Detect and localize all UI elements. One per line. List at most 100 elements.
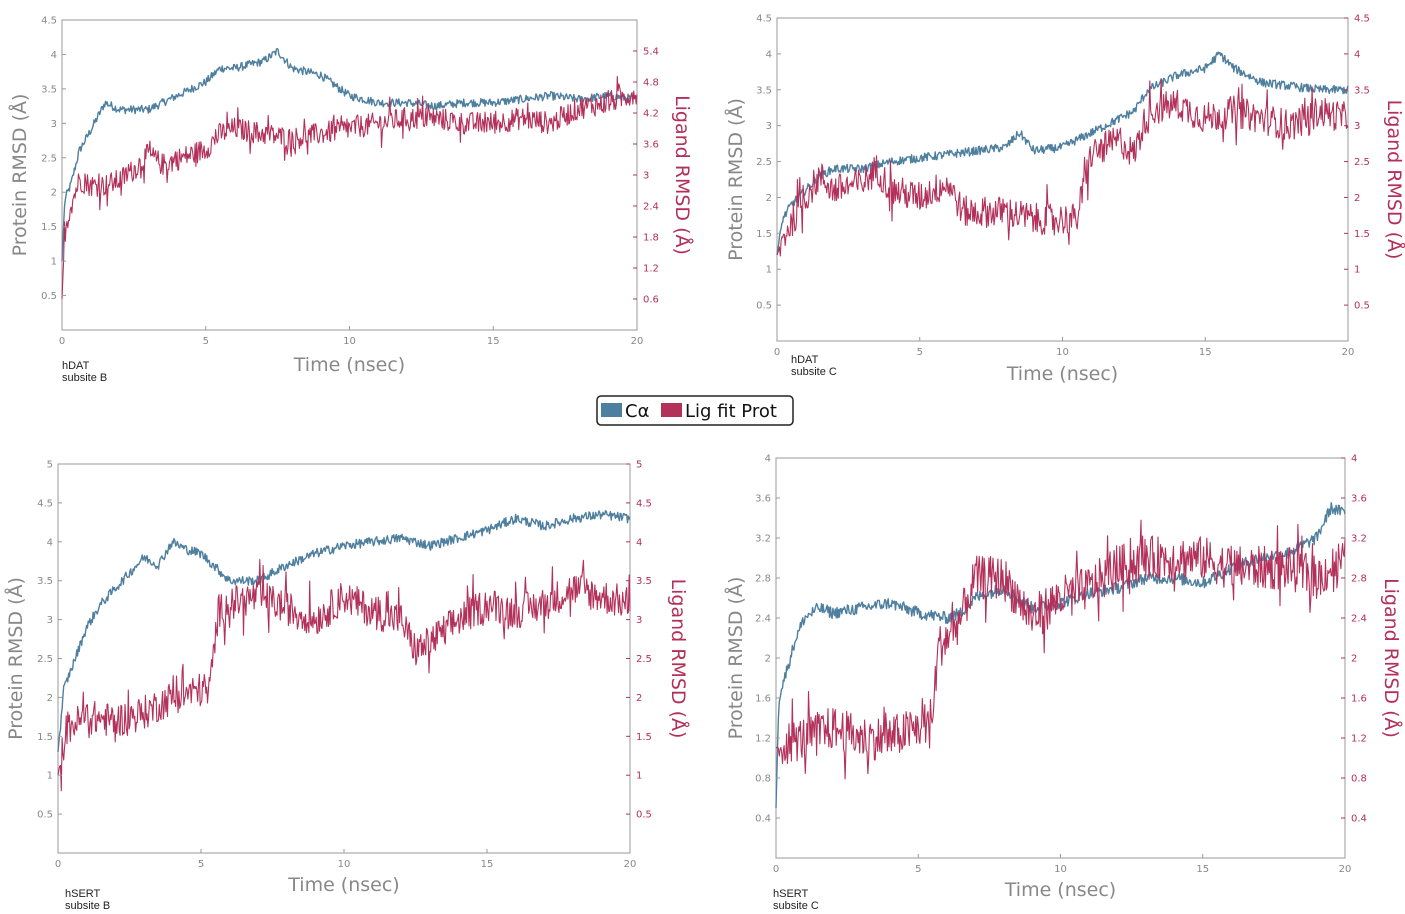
y-left-tick-label: 1.5 bbox=[37, 732, 53, 743]
y-right-tick-label: 3.2 bbox=[1351, 534, 1367, 545]
y-right-axis-label: Ligand RMSD (Å) bbox=[1383, 100, 1405, 260]
x-tick-label: 5 bbox=[915, 864, 921, 875]
system-label: hDAT bbox=[62, 360, 90, 372]
y-right-tick-label: 1.2 bbox=[1351, 734, 1367, 745]
y-left-axis-label: Protein RMSD (Å) bbox=[724, 577, 747, 740]
y-right-tick-label: 1.2 bbox=[643, 264, 659, 275]
y-right-tick-label: 0.5 bbox=[636, 810, 652, 821]
y-right-tick-label: 2 bbox=[1354, 193, 1360, 204]
y-left-tick-label: 1.2 bbox=[755, 734, 771, 745]
series-line-lig-fit-prot bbox=[776, 78, 1349, 257]
series-line-ca bbox=[57, 510, 631, 752]
y-left-tick-label: 3 bbox=[51, 119, 57, 130]
y-right-axis-label: Ligand RMSD (Å) bbox=[1380, 578, 1403, 738]
chart-panel-1: 0 5 10 15 20 0.5 1 1.5 2 2.5 3 3.5 4 4.5 0.6 1.2 1.8 2.4 3… bbox=[8, 16, 694, 385]
y-right-tick-label: 4.5 bbox=[636, 498, 652, 509]
y-left-tick-label: 3.5 bbox=[756, 85, 772, 96]
y-right-tick-label: 3.5 bbox=[1354, 85, 1370, 96]
y-right-tick-label: 4 bbox=[636, 537, 642, 548]
series-line-lig-fit-prot bbox=[57, 559, 631, 792]
y-left-tick-label: 0.8 bbox=[755, 774, 771, 785]
y-left-tick-label: 3.6 bbox=[755, 494, 771, 505]
y-right-tick-label: 2.4 bbox=[1351, 614, 1367, 625]
y-right-tick-label: 2 bbox=[636, 693, 642, 704]
x-axis-label: Time (nsec) bbox=[293, 354, 405, 376]
x-axis-label: Time (nsec) bbox=[287, 874, 399, 896]
y-left-tick-label: 4.5 bbox=[41, 16, 57, 27]
x-tick-label: 20 bbox=[1339, 864, 1352, 875]
legend-label-ca: Cα bbox=[625, 401, 649, 422]
y-left-axis-label: Protein RMSD (Å) bbox=[724, 98, 747, 261]
y-left-tick-label: 1 bbox=[766, 265, 772, 276]
x-axis-label: Time (nsec) bbox=[1006, 363, 1118, 385]
x-tick-label: 0 bbox=[59, 336, 65, 347]
y-left-tick-label: 2.8 bbox=[755, 574, 771, 585]
y-right-tick-label: 2.5 bbox=[1354, 157, 1370, 168]
x-tick-label: 20 bbox=[631, 336, 644, 347]
subsite-label: subsite B bbox=[65, 900, 110, 912]
x-tick-label: 5 bbox=[917, 347, 923, 358]
y-right-tick-label: 4.5 bbox=[1354, 14, 1370, 25]
y-left-tick-label: 3.5 bbox=[41, 84, 57, 95]
y-left-tick-label: 1.5 bbox=[41, 222, 57, 233]
y-right-tick-label: 0.4 bbox=[1351, 814, 1367, 825]
x-tick-label: 5 bbox=[198, 859, 204, 870]
y-left-tick-label: 3.5 bbox=[37, 576, 53, 587]
y-right-tick-label: 1.8 bbox=[643, 233, 659, 244]
plot-frame bbox=[775, 457, 1346, 859]
y-right-tick-label: 5.4 bbox=[643, 47, 659, 58]
y-left-tick-label: 1.5 bbox=[756, 229, 772, 240]
y-left-tick-label: 2 bbox=[766, 193, 772, 204]
series-line-ca bbox=[775, 502, 1346, 809]
legend: Cα Lig fit Prot bbox=[596, 395, 794, 426]
x-tick-label: 0 bbox=[773, 864, 779, 875]
y-left-tick-label: 1 bbox=[51, 257, 57, 268]
legend-swatch-lig bbox=[661, 403, 682, 417]
y-left-tick-label: 2.5 bbox=[41, 153, 57, 164]
y-left-tick-label: 3.2 bbox=[755, 534, 771, 545]
plot-frame bbox=[57, 463, 631, 854]
series-line-lig-fit-prot bbox=[61, 75, 638, 300]
y-left-tick-label: 2.4 bbox=[755, 614, 771, 625]
y-right-tick-label: 5 bbox=[636, 460, 642, 471]
y-right-tick-label: 2.4 bbox=[643, 202, 659, 213]
x-tick-label: 15 bbox=[1196, 864, 1209, 875]
y-right-tick-label: 2.8 bbox=[1351, 574, 1367, 585]
subsite-label: subsite C bbox=[791, 366, 837, 378]
y-right-tick-label: 3 bbox=[636, 615, 642, 626]
system-label: hDAT bbox=[791, 354, 819, 366]
chart-panel-2: 0 5 10 15 20 0.5 1 1.5 2 2.5 3 3.5 4 4.5 0.5 1 1.5 2 2.5 3 3… bbox=[724, 14, 1405, 386]
y-left-tick-label: 3 bbox=[47, 615, 53, 626]
x-axis-label: Time (nsec) bbox=[1004, 879, 1116, 901]
x-tick-label: 10 bbox=[1054, 864, 1067, 875]
x-tick-label: 5 bbox=[203, 336, 209, 347]
y-right-tick-label: 4 bbox=[1354, 49, 1360, 60]
y-left-tick-label: 0.5 bbox=[756, 301, 772, 312]
y-left-tick-label: 2.5 bbox=[756, 157, 772, 168]
plot-frame bbox=[61, 19, 638, 331]
y-left-tick-label: 1.6 bbox=[755, 694, 771, 705]
y-right-tick-label: 3 bbox=[1354, 121, 1360, 132]
y-left-tick-label: 2 bbox=[765, 654, 771, 665]
y-right-tick-label: 2.5 bbox=[636, 654, 652, 665]
y-right-tick-label: 3.6 bbox=[643, 140, 659, 151]
legend-label-lig: Lig fit Prot bbox=[685, 401, 777, 422]
x-tick-label: 0 bbox=[774, 347, 780, 358]
y-right-tick-label: 0.5 bbox=[1354, 301, 1370, 312]
y-left-tick-label: 3 bbox=[766, 121, 772, 132]
subsite-label: subsite C bbox=[773, 900, 819, 912]
y-left-tick-label: 2.5 bbox=[37, 654, 53, 665]
x-tick-label: 15 bbox=[487, 336, 500, 347]
y-left-tick-label: 0.4 bbox=[755, 814, 771, 825]
subsite-label: subsite B bbox=[62, 372, 107, 384]
y-right-tick-label: 4 bbox=[1351, 454, 1357, 465]
system-label: hSERT bbox=[773, 888, 809, 900]
x-tick-label: 0 bbox=[55, 859, 61, 870]
y-right-tick-label: 0.8 bbox=[1351, 774, 1367, 785]
series-line-ca bbox=[61, 47, 638, 262]
y-right-tick-label: 1.5 bbox=[636, 732, 652, 743]
plot-frame bbox=[776, 17, 1349, 342]
y-left-tick-label: 2 bbox=[47, 693, 53, 704]
system-label: hSERT bbox=[65, 888, 101, 900]
x-tick-label: 15 bbox=[481, 859, 494, 870]
